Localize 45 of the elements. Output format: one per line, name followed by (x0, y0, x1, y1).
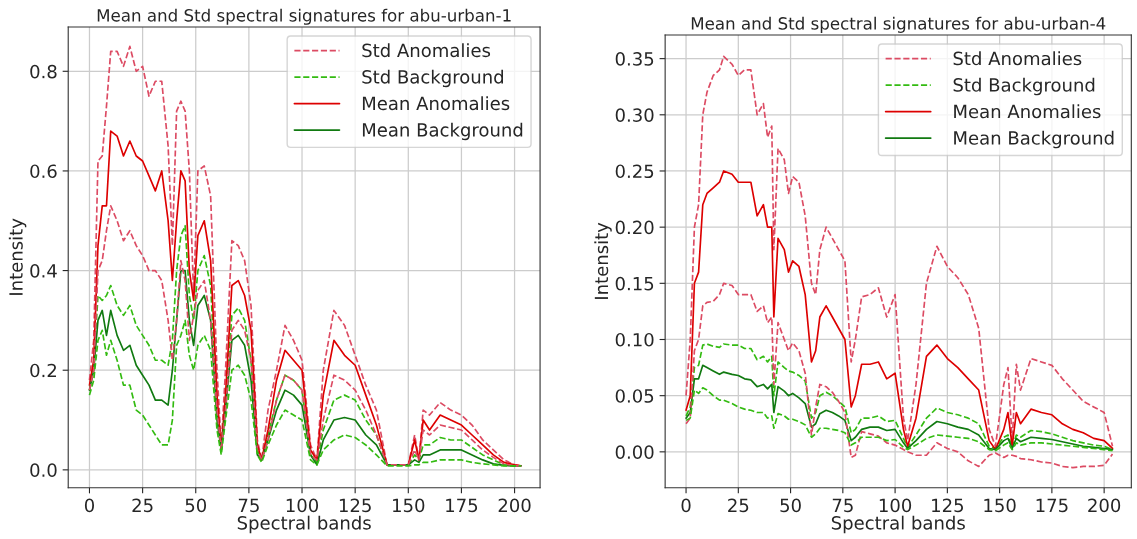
legend-label: Mean Anomalies (362, 96, 510, 111)
y-tick-label: 0.6 (30, 164, 57, 179)
legend-label: Std Anomalies (953, 51, 1082, 66)
x-tick-label: 25 (728, 498, 749, 513)
x-tick-label: 0 (681, 498, 691, 513)
chart-title: Mean and Std spectral signatures for abu-urban-4 (691, 16, 1106, 33)
y-tick-label: 0.8 (30, 64, 57, 79)
x-tick-label: 175 (1036, 498, 1068, 513)
legend-label: Mean Background (362, 122, 523, 141)
x-tick-label: 0 (84, 498, 95, 513)
y-tick-label: 0.0 (30, 463, 57, 477)
y-tick-label: 0.35 (615, 52, 654, 66)
x-axis-title: Spectral bands (237, 515, 371, 534)
y-axis-title: Intensity (594, 222, 612, 299)
x-tick-label: 75 (238, 498, 259, 513)
x-tick-label: 125 (932, 498, 964, 513)
legend-label: Mean Background (954, 130, 1114, 149)
chart-title: Mean and Std spectral signatures for abu-urban-1 (97, 8, 511, 25)
y-tick-label: 0.2 (30, 363, 56, 378)
y-axis-title: Intensity (8, 218, 27, 295)
x-tick-label: 50 (780, 498, 801, 513)
x-tick-label: 25 (132, 498, 153, 513)
legend-label: Std Background (362, 69, 503, 88)
x-tick-label: 100 (286, 498, 319, 513)
y-tick-label: 0.25 (615, 164, 654, 179)
y-tick-label: 0.00 (615, 445, 654, 459)
y-tick-label: 0.05 (615, 389, 654, 403)
x-tick-label: 75 (832, 498, 853, 513)
x-tick-label: 125 (339, 498, 371, 513)
y-tick-label: 0.30 (615, 108, 654, 122)
x-tick-label: 50 (185, 498, 207, 513)
x-tick-label: 150 (393, 498, 425, 513)
x-tick-label: 175 (446, 498, 478, 513)
x-tick-label: 100 (879, 498, 912, 513)
x-tick-label: 200 (498, 498, 531, 513)
x-tick-label: 200 (1088, 498, 1121, 513)
x-tick-label: 150 (984, 498, 1016, 513)
y-tick-label: 0.15 (615, 276, 654, 291)
legend-label: Std Anomalies (362, 43, 491, 58)
legend-label: Mean Anomalies (954, 104, 1101, 119)
y-tick-label: 0.4 (30, 264, 57, 278)
x-axis-title: Spectral bands (831, 515, 965, 534)
legend-label: Std Background (953, 77, 1095, 96)
y-tick-label: 0.20 (615, 220, 654, 235)
y-tick-label: 0.10 (615, 332, 654, 347)
